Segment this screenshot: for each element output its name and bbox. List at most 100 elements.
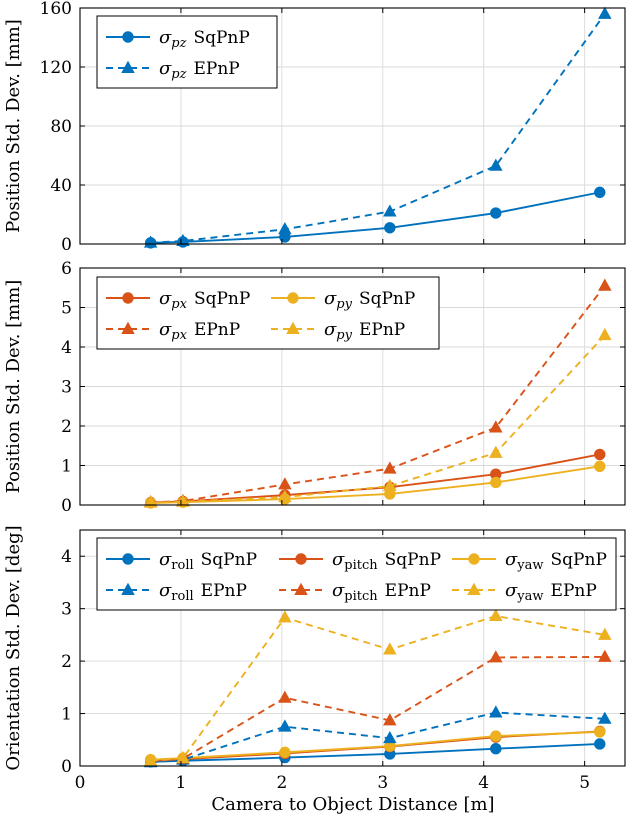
y-tick-label: 5 bbox=[61, 299, 72, 319]
legend-label: σyaw EPnP bbox=[505, 580, 597, 604]
series-line bbox=[150, 655, 605, 763]
legend-marker bbox=[294, 582, 308, 595]
y-axis-label: Orientation Std. Dev. [deg] bbox=[3, 525, 24, 770]
series-line bbox=[150, 465, 600, 504]
data-point bbox=[598, 278, 612, 291]
series-line bbox=[150, 13, 606, 244]
data-point bbox=[598, 627, 612, 640]
data-point bbox=[594, 726, 606, 738]
plot-frame bbox=[79, 529, 626, 767]
data-point bbox=[278, 690, 292, 703]
series-line bbox=[150, 711, 605, 764]
x-tick-label: 1 bbox=[176, 773, 187, 793]
series-line bbox=[150, 615, 605, 762]
legend-marker bbox=[467, 582, 481, 595]
series-px-sqpnp bbox=[144, 448, 606, 509]
legend-item: σpz SqPnP bbox=[106, 27, 250, 51]
data-point bbox=[176, 233, 190, 247]
legend-item: σpy EPnP bbox=[271, 319, 405, 343]
y-tick-label: 0 bbox=[61, 235, 72, 255]
y-tick-label: 40 bbox=[50, 176, 72, 196]
data-point bbox=[383, 713, 397, 726]
legend-marker bbox=[121, 60, 135, 73]
legend-label: σroll EPnP bbox=[159, 580, 247, 604]
legend-box bbox=[96, 537, 617, 611]
series-py-epnp bbox=[143, 327, 612, 508]
data-point bbox=[278, 719, 292, 732]
data-point bbox=[143, 753, 158, 766]
data-point bbox=[594, 186, 606, 199]
legend-item: σroll EPnP bbox=[106, 580, 247, 604]
data-point bbox=[278, 489, 292, 503]
legend-label: σpx EPnP bbox=[159, 319, 240, 343]
legend-item: σpz EPnP bbox=[106, 58, 240, 82]
data-point bbox=[279, 746, 291, 759]
series-line bbox=[150, 191, 600, 244]
data-point bbox=[594, 738, 606, 750]
legend-item: σpitch EPnP bbox=[279, 580, 431, 604]
data-point bbox=[278, 477, 292, 490]
data-point bbox=[489, 158, 503, 171]
y-tick-label: 3 bbox=[61, 378, 72, 398]
legend-box bbox=[96, 15, 278, 89]
data-point bbox=[489, 608, 503, 621]
data-point bbox=[489, 705, 503, 718]
data-point bbox=[383, 478, 397, 492]
legend-item: σpy SqPnP bbox=[271, 288, 415, 312]
legend-marker bbox=[122, 553, 134, 565]
legend-item: σpx EPnP bbox=[106, 319, 240, 343]
y-tick-label: 3 bbox=[61, 600, 72, 620]
data-point bbox=[490, 476, 502, 489]
data-point bbox=[383, 461, 397, 474]
y-axis-label: Position Std. Dev. [mm] bbox=[3, 19, 24, 233]
series-roll-sqpnp bbox=[144, 738, 606, 768]
data-point bbox=[598, 649, 612, 662]
legend: σroll SqPnP σpitch SqPnP σyaw SqPnP σroll EPnP σ… bbox=[96, 537, 617, 611]
x-tick-label: 3 bbox=[377, 773, 388, 793]
series-yaw-epnp bbox=[143, 608, 612, 766]
data-point bbox=[383, 204, 397, 217]
legend-marker bbox=[468, 553, 480, 565]
data-point bbox=[490, 730, 502, 742]
y-tick-label: 2 bbox=[61, 652, 72, 672]
y-axis-label: Position Std. Dev. [mm] bbox=[3, 280, 24, 494]
x-axis-label: Camera to Object Distance [m] bbox=[211, 794, 494, 815]
x-tick-label: 5 bbox=[579, 773, 590, 793]
series-pz-epnp bbox=[143, 6, 612, 248]
legend-marker bbox=[286, 321, 300, 334]
y-tick-label: 0 bbox=[61, 757, 72, 777]
legend: σpx SqPnP σpy SqPnP σpx EPnP σpy EPnP bbox=[96, 276, 440, 350]
legend-item: σpitch SqPnP bbox=[279, 549, 441, 573]
data-point bbox=[278, 610, 292, 623]
data-point bbox=[594, 448, 606, 461]
series-pz-sqpnp bbox=[144, 186, 606, 249]
legend-marker bbox=[122, 292, 134, 304]
legend-item: σpx SqPnP bbox=[106, 288, 250, 312]
data-point bbox=[143, 495, 158, 508]
y-tick-label: 1 bbox=[61, 457, 72, 477]
x-tick-label: 2 bbox=[276, 773, 287, 793]
legend-label: σyaw SqPnP bbox=[505, 549, 607, 573]
y-tick-label: 2 bbox=[61, 417, 72, 437]
data-point bbox=[598, 327, 612, 341]
data-point bbox=[383, 730, 397, 744]
data-point bbox=[598, 711, 612, 724]
x-tick-label: 4 bbox=[478, 773, 489, 793]
legend-marker bbox=[121, 321, 135, 334]
y-tick-label: 0 bbox=[61, 496, 72, 516]
data-point bbox=[489, 420, 503, 433]
y-tick-label: 4 bbox=[61, 547, 72, 567]
legend-item: σyaw EPnP bbox=[452, 580, 597, 604]
x-tick-label: 0 bbox=[75, 773, 86, 793]
data-point bbox=[594, 460, 606, 472]
legend-label: σpitch SqPnP bbox=[332, 549, 441, 573]
data-point bbox=[176, 494, 190, 507]
legend-item: σroll SqPnP bbox=[106, 549, 257, 573]
data-point bbox=[384, 222, 396, 234]
legend-label: σpx SqPnP bbox=[159, 288, 250, 312]
legend-marker bbox=[121, 582, 135, 595]
legend-marker bbox=[122, 31, 134, 43]
y-tick-label: 6 bbox=[61, 259, 72, 279]
legend-box bbox=[96, 276, 440, 350]
legend-label: σpitch EPnP bbox=[332, 580, 431, 604]
